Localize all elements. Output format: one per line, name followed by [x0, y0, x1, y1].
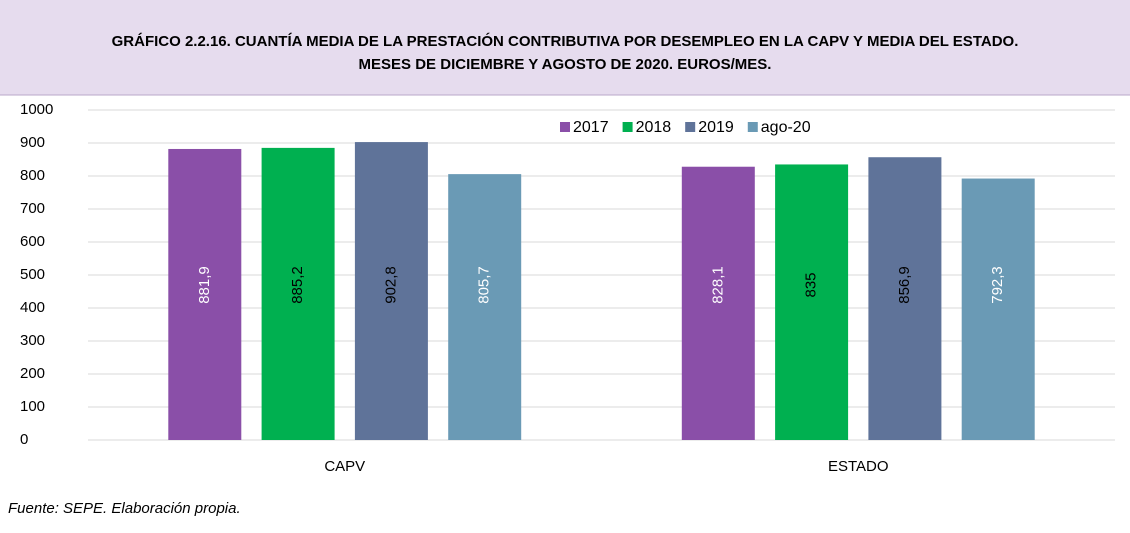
source-note: Fuente: SEPE. Elaboración propia. [8, 500, 241, 517]
x-tick-label: CAPV [324, 458, 365, 475]
bar [354, 142, 428, 441]
legend-swatch [560, 122, 570, 132]
y-tick-label: 400 [20, 299, 45, 316]
y-tick-label: 0 [20, 431, 28, 448]
data-label: 902,8 [382, 266, 399, 304]
data-label: 856,9 [896, 266, 913, 304]
header-box [0, 0, 1130, 95]
data-label: 885,2 [289, 266, 306, 304]
bar [261, 147, 335, 440]
y-tick-label: 600 [20, 233, 45, 250]
legend-swatch [747, 122, 758, 132]
y-tick-label: 300 [20, 332, 45, 349]
legend-label: ago-20 [761, 119, 811, 136]
legend-swatch [685, 122, 696, 132]
bar [448, 174, 522, 440]
data-label: 835 [803, 272, 820, 297]
y-tick-label: 500 [20, 266, 45, 283]
y-tick-label: 900 [20, 134, 45, 151]
legend-label: 2018 [636, 119, 672, 136]
data-label: 805,7 [476, 266, 493, 304]
data-label: 828,1 [709, 266, 726, 304]
legend-swatch [622, 122, 633, 132]
x-tick-label: ESTADO [828, 458, 889, 475]
data-label: 881,9 [196, 266, 213, 304]
legend-label: 2019 [698, 119, 734, 136]
y-tick-label: 800 [20, 167, 45, 184]
legend-label: 2017 [573, 119, 609, 136]
data-label: 792,3 [989, 266, 1006, 304]
bar [168, 148, 242, 440]
bar [775, 164, 849, 440]
y-tick-label: 700 [20, 200, 45, 217]
bar [681, 166, 755, 441]
bar [961, 178, 1035, 440]
bar [868, 157, 942, 440]
y-tick-label: 100 [20, 398, 45, 415]
chart-title: GRÁFICO 2.2.16. CUANTÍA MEDIA DE LA PRES… [112, 32, 1019, 50]
y-tick-label: 200 [20, 365, 45, 382]
y-tick-label: 1000 [20, 101, 53, 118]
chart-title: MESES DE DICIEMBRE Y AGOSTO DE 2020. EUR… [359, 56, 772, 73]
